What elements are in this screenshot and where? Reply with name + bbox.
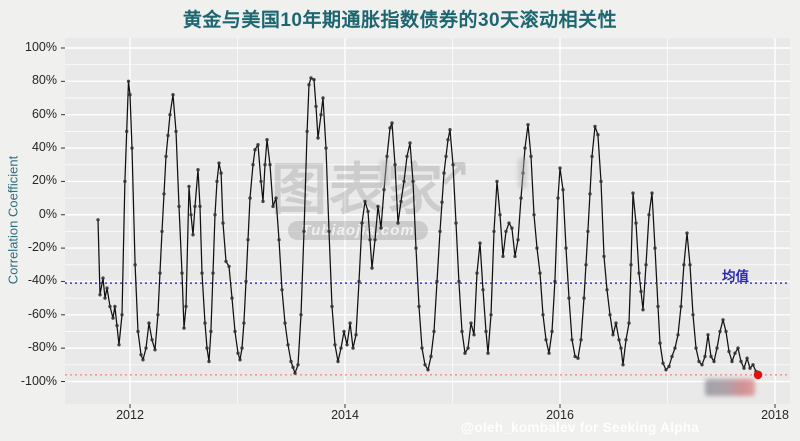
watermark-arrow-icon: ↗ <box>438 152 470 194</box>
smudge-artifact <box>518 158 527 188</box>
x-tick-label: 2018 <box>761 408 789 422</box>
x-tick-label: 2012 <box>116 408 144 422</box>
y-tick-label: 0% <box>38 206 57 221</box>
attribution-text: @oleh_kombalev for Seeking Alpha <box>460 420 700 435</box>
smudge-artifact <box>380 160 390 186</box>
y-tick-label: 80% <box>31 73 57 88</box>
watermark-badge: Tubiaojia.com <box>288 221 428 240</box>
watermark-text: 图表家 <box>271 158 445 221</box>
y-tick-label: 100% <box>25 40 57 54</box>
watermark: 图表家 ↗ Tubiaojia.com <box>262 152 470 240</box>
y-tick-label: 20% <box>31 173 57 188</box>
y-tick-label: -60% <box>27 306 57 321</box>
y-tick-label: -100% <box>20 373 57 388</box>
blurred-logo <box>705 379 755 396</box>
x-tick-label: 2014 <box>331 408 359 422</box>
mean-line-label: 均值 <box>722 269 749 284</box>
y-tick-label: 60% <box>31 106 57 121</box>
page-title: 黄金与美国10年期通胀指数债券的30天滚动相关性 <box>182 10 618 31</box>
x-tick-label: 2016 <box>546 408 574 422</box>
y-tick-label: -80% <box>27 340 57 355</box>
y-tick-label: -40% <box>27 273 57 288</box>
y-tick-label: -20% <box>27 240 57 255</box>
y-tick-label: 40% <box>31 140 57 155</box>
